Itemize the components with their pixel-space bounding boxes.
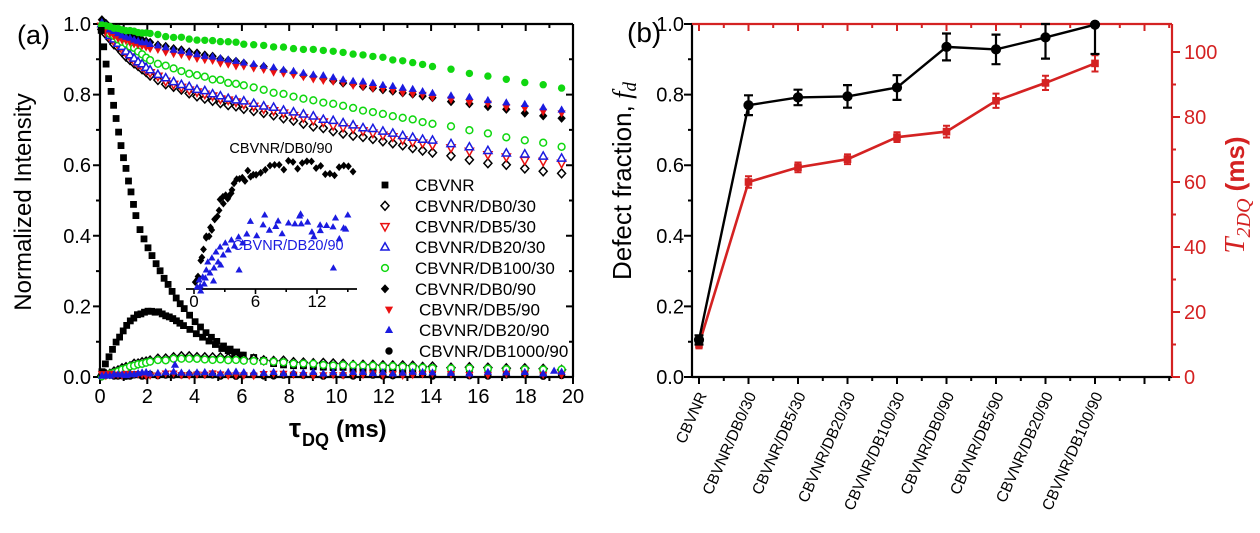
svg-text:60: 60 [1184, 172, 1206, 194]
svg-text:CBVNR/DB0/30: CBVNR/DB0/30 [415, 197, 536, 216]
svg-text:0.0: 0.0 [63, 367, 91, 389]
svg-text:(b): (b) [627, 17, 661, 48]
svg-text:18: 18 [515, 386, 537, 408]
svg-text:8: 8 [284, 386, 295, 408]
svg-text:CBVNR/DB1000/90: CBVNR/DB1000/90 [419, 342, 568, 361]
svg-text:0.8: 0.8 [63, 85, 91, 107]
svg-text:4: 4 [189, 386, 200, 408]
svg-text:0: 0 [94, 386, 105, 408]
svg-text:Defect fraction, fd: Defect fraction, fd [607, 81, 641, 280]
svg-text:CBVNR/DB5/90: CBVNR/DB5/90 [419, 301, 540, 320]
svg-text:20: 20 [1184, 302, 1206, 324]
svg-text:2: 2 [142, 386, 153, 408]
svg-text:0: 0 [189, 292, 198, 311]
svg-text:20: 20 [562, 386, 584, 408]
svg-text:CBVNR/DB100/30: CBVNR/DB100/30 [415, 259, 555, 278]
svg-text:Normalized Intensity: Normalized Intensity [10, 93, 37, 310]
svg-text:0: 0 [1184, 367, 1195, 389]
svg-text:80: 80 [1184, 107, 1206, 129]
svg-text:CBVNR/DB0/90: CBVNR/DB0/90 [415, 280, 536, 299]
svg-text:(a): (a) [17, 20, 50, 50]
svg-text:0.0: 0.0 [656, 367, 684, 389]
svg-text:12: 12 [373, 386, 395, 408]
svg-text:12: 12 [308, 292, 327, 311]
svg-text:CBVNR/DB20/90: CBVNR/DB20/90 [232, 238, 343, 254]
svg-text:CBVNR/DB20/90: CBVNR/DB20/90 [419, 321, 549, 340]
svg-text:DQ: DQ [302, 430, 329, 450]
svg-text:CBVNR/DB5/30: CBVNR/DB5/30 [415, 218, 536, 237]
svg-text:40: 40 [1184, 237, 1206, 259]
svg-text:10: 10 [325, 386, 347, 408]
svg-text:τ: τ [289, 413, 301, 443]
svg-text:CBVNR/DB20/30: CBVNR/DB20/30 [415, 238, 545, 257]
svg-text:100: 100 [1184, 42, 1217, 64]
svg-text:6: 6 [236, 386, 247, 408]
svg-text:16: 16 [467, 386, 489, 408]
svg-text:14: 14 [420, 386, 442, 408]
svg-text:CBVNR: CBVNR [415, 176, 475, 195]
svg-text:0.6: 0.6 [63, 155, 91, 177]
svg-text:0.6: 0.6 [656, 155, 684, 177]
svg-text:1.0: 1.0 [656, 14, 684, 36]
svg-text:T2DQ (ms): T2DQ (ms) [1219, 136, 1255, 253]
svg-text:0.4: 0.4 [63, 226, 91, 248]
svg-text:CBVNR/DB0/90: CBVNR/DB0/90 [229, 141, 332, 157]
svg-text:1.0: 1.0 [63, 14, 91, 36]
svg-text:(ms): (ms) [336, 416, 387, 443]
svg-text:0.2: 0.2 [63, 296, 91, 318]
svg-text:0.4: 0.4 [656, 226, 684, 248]
svg-text:0.8: 0.8 [656, 85, 684, 107]
svg-text:6: 6 [251, 292, 260, 311]
svg-text:0.2: 0.2 [656, 296, 684, 318]
